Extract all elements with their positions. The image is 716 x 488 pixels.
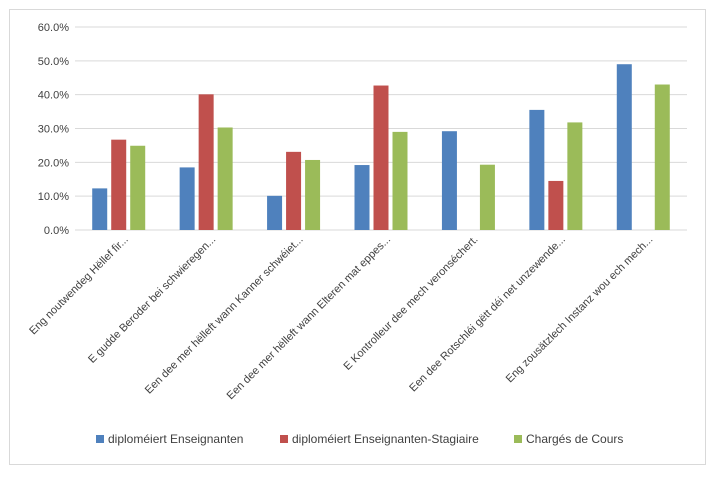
x-tick-label: Een dee Rotschléi gëtt déi net unzewende…: [407, 234, 568, 395]
legend-swatch: [514, 435, 522, 443]
legend-swatch: [280, 435, 288, 443]
x-axis-ticks: Eng noutwendeg Hëllef fir...E gudde Bero…: [27, 234, 655, 402]
bar: [616, 64, 632, 230]
bars: [92, 64, 670, 231]
bar: [92, 188, 108, 230]
y-axis-ticks: 0.0% 10.0% 20.0% 30.0% 40.0% 50.0% 60.0%: [38, 22, 69, 237]
bar: [548, 180, 564, 230]
y-tick-label: 0.0%: [44, 225, 69, 237]
legend-item: Chargés de Cours: [514, 432, 623, 446]
y-tick-label: 50.0%: [38, 56, 69, 68]
legend: diploméiert Enseignanten diploméiert Ense…: [96, 432, 623, 446]
bar: [111, 139, 127, 230]
y-tick-label: 30.0%: [38, 124, 69, 136]
bar: [198, 94, 214, 230]
bar: [479, 164, 495, 230]
x-tick-label: Een dee mer hëlleft wann Elteren mat epp…: [225, 234, 393, 402]
chart-frame: 0.0% 10.0% 20.0% 30.0% 40.0% 50.0% 60.0% Eng n…: [9, 9, 706, 465]
y-tick-label: 10.0%: [38, 191, 69, 203]
y-tick-label: 20.0%: [38, 157, 69, 169]
legend-swatch: [96, 435, 104, 443]
bar: [130, 145, 146, 230]
bar: [441, 131, 457, 230]
bar: [373, 85, 389, 230]
bar: [286, 151, 302, 230]
x-tick-label: E Kontrolleur dee mech veronséchert.: [341, 234, 480, 373]
x-tick-label: Een dee mer hëlleft wann Kanner schwéiet…: [143, 234, 306, 397]
x-tick-label: Eng zousätzlech Instanz wou ech mech...: [504, 234, 656, 386]
bar: [392, 131, 408, 230]
bar: [529, 109, 545, 230]
bar: [305, 159, 321, 230]
legend-label: diploméiert Enseignanten: [108, 432, 243, 446]
bar: [217, 127, 233, 230]
legend-label: Chargés de Cours: [526, 432, 623, 446]
legend-item: diploméiert Enseignanten: [96, 432, 243, 446]
legend-item: diploméiert Enseignanten-Stagiaire: [280, 432, 479, 446]
y-tick-label: 40.0%: [38, 90, 69, 102]
bar: [567, 122, 583, 230]
bar: [179, 167, 195, 230]
legend-label: diploméiert Enseignanten-Stagiaire: [292, 432, 479, 446]
bar: [654, 84, 670, 231]
bar: [267, 195, 283, 230]
y-tick-label: 60.0%: [38, 22, 69, 34]
x-tick-label: Eng noutwendeg Hëllef fir...: [27, 234, 131, 338]
bar: [354, 165, 370, 230]
bar-chart: 0.0% 10.0% 20.0% 30.0% 40.0% 50.0% 60.0% Eng n…: [27, 22, 687, 446]
